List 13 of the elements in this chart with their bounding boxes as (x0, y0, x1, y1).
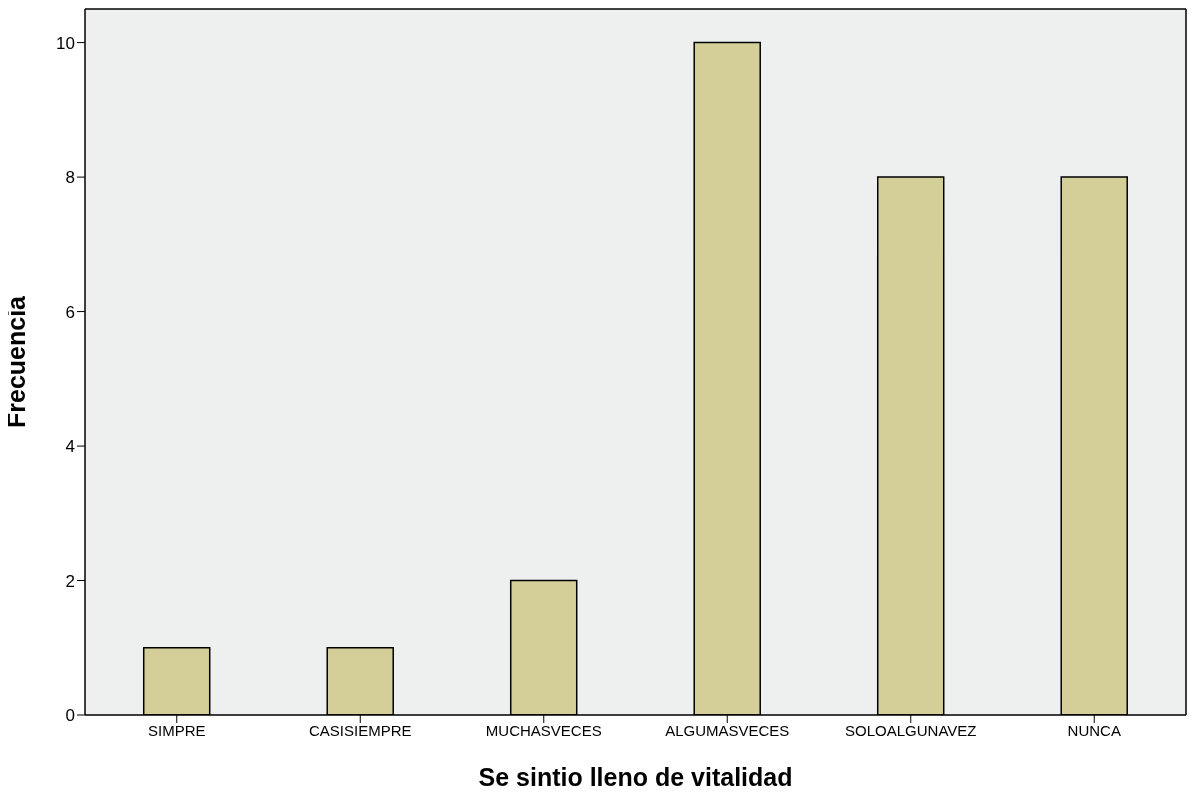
y-tick-label: 0 (65, 706, 75, 726)
x-tick-label: NUNCA (1067, 721, 1121, 739)
y-tick-label: 8 (65, 168, 75, 188)
x-tick-label: SIMPRE (147, 721, 206, 739)
x-tick-label: SOLOALGUNAVEZ (845, 721, 977, 739)
x-axis-title: Se sintio lleno de vitalidad (478, 763, 793, 791)
y-tick-label: 2 (65, 571, 75, 591)
y-tick-label: 4 (65, 437, 75, 457)
y-tick-label: 10 (56, 33, 75, 53)
y-tick-label: 6 (65, 302, 75, 322)
x-tick-label: CASISIEMPRE (308, 721, 412, 739)
x-tick-label: MUCHASVECES (485, 721, 602, 739)
x-tick-label: ALGUMASVECES (665, 721, 790, 739)
